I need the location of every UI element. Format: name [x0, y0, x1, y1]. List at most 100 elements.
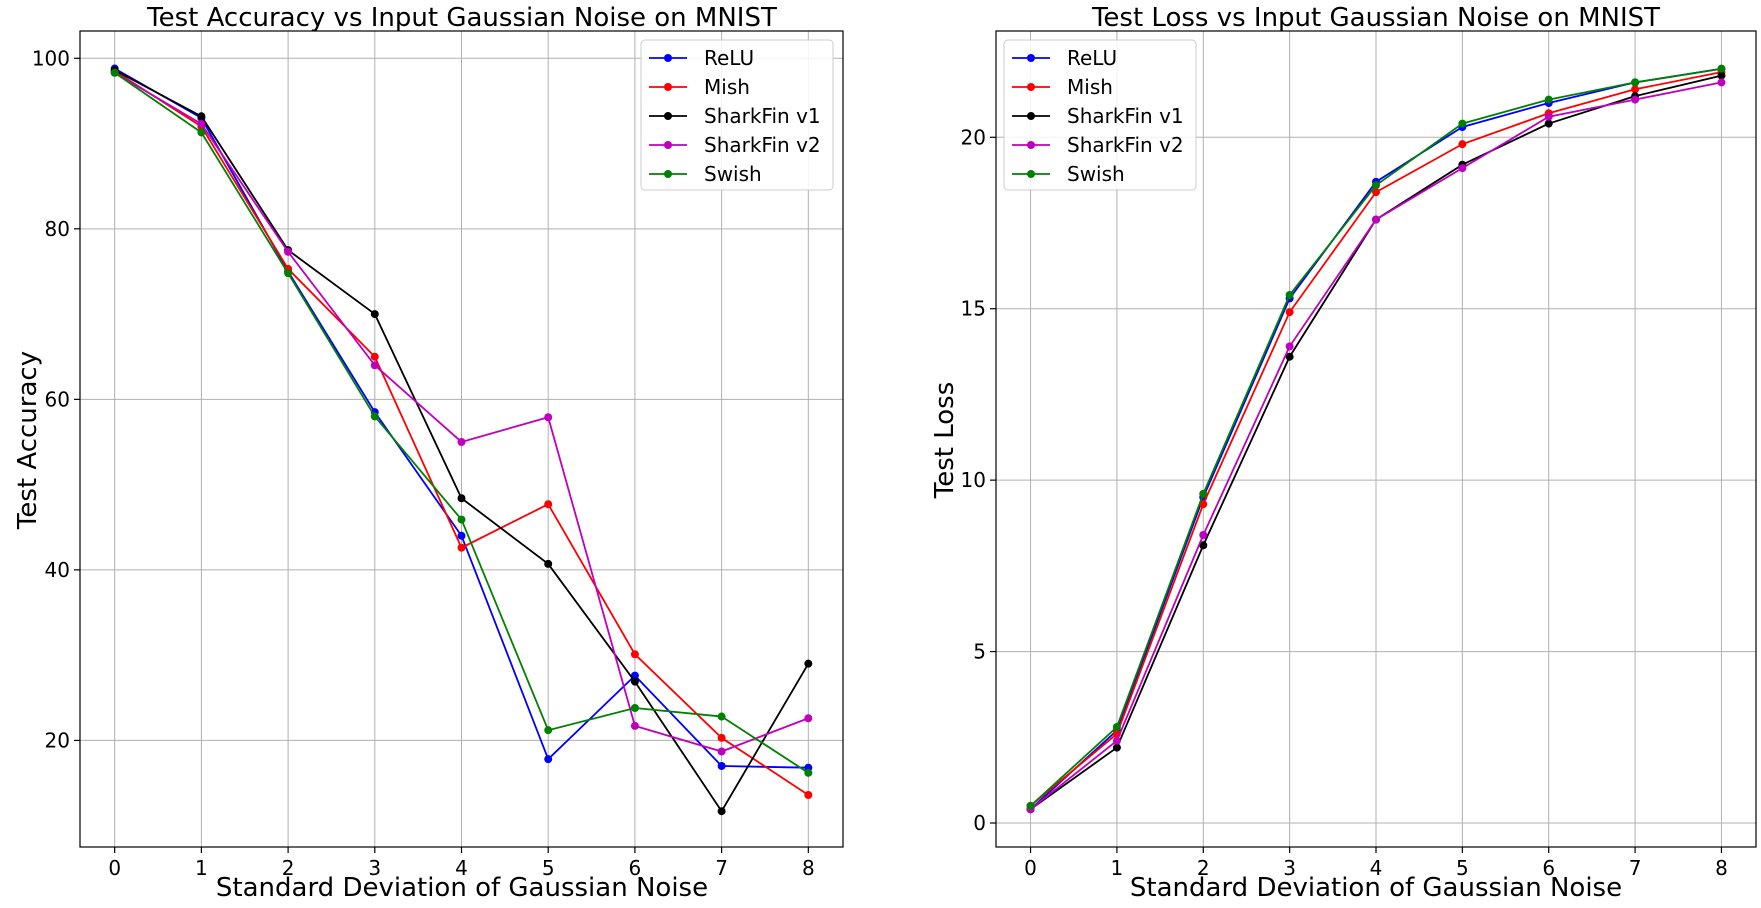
loss-legend-marker	[1027, 83, 1035, 91]
loss-data-point	[1112, 743, 1121, 752]
accuracy-x-tick-label: 7	[715, 856, 728, 880]
accuracy-data-point	[284, 269, 293, 278]
loss-data-point	[1631, 78, 1640, 87]
accuracy-data-point	[370, 310, 379, 319]
loss-data-point	[1458, 164, 1467, 173]
loss-y-axis-label: Test Loss	[930, 382, 960, 500]
accuracy-x-tick-label: 5	[542, 856, 555, 880]
accuracy-data-point	[717, 712, 726, 721]
loss-x-tick-label: 8	[1715, 856, 1728, 880]
loss-data-point	[1631, 85, 1640, 94]
accuracy-data-point	[370, 352, 379, 361]
loss-data-point	[1285, 308, 1294, 317]
accuracy-y-tick-label: 100	[32, 46, 70, 70]
loss-data-point	[1717, 78, 1726, 87]
accuracy-y-axis-label: Test Accuracy	[13, 351, 43, 530]
loss-data-point	[1112, 723, 1121, 731]
accuracy-x-axis-label: Standard Deviation of Gaussian Noise	[216, 873, 708, 903]
accuracy-data-point	[197, 112, 206, 121]
accuracy-y-tick-label: 80	[45, 217, 70, 241]
loss-data-point	[1544, 112, 1553, 121]
accuracy-legend: ReLU Mish SharkFin v1 SharkFin v2 Swish	[640, 39, 834, 191]
loss-data-point	[1544, 95, 1553, 104]
loss-data-point	[1372, 188, 1380, 197]
loss-legend-label: SharkFin v1	[1067, 104, 1184, 128]
loss-x-axis-label: Standard Deviation of Gaussian Noise	[1130, 873, 1622, 903]
loss-y-tick-label: 0	[973, 811, 986, 835]
accuracy-data-point	[544, 755, 553, 764]
accuracy-data-point	[717, 747, 726, 756]
accuracy-data-point	[370, 361, 379, 370]
loss-series-sharkfin-v2	[1026, 78, 1726, 814]
accuracy-chart-title: Test Accuracy vs Input Gaussian Noise on…	[146, 3, 777, 33]
accuracy-data-point	[717, 761, 726, 770]
loss-x-tick-label: 7	[1629, 856, 1642, 880]
loss-x-tick-label: 2	[1197, 856, 1210, 880]
accuracy-series-sharkfin-v2	[110, 68, 813, 756]
accuracy-axes-frame	[79, 30, 844, 848]
accuracy-data-point	[544, 500, 553, 509]
loss-data-point	[1458, 119, 1467, 128]
accuracy-data-point	[630, 677, 639, 686]
loss-data-point	[1285, 342, 1294, 351]
accuracy-x-tick-label: 2	[282, 856, 295, 880]
accuracy-x-tick-label: 4	[455, 856, 468, 880]
accuracy-x-tick-label: 6	[629, 856, 642, 880]
accuracy-data-point	[197, 119, 206, 128]
accuracy-legend-marker	[664, 54, 672, 62]
accuracy-legend-marker	[664, 112, 672, 120]
loss-axes-frame	[995, 30, 1757, 848]
accuracy-data-point	[110, 68, 119, 77]
accuracy-data-point	[630, 650, 639, 659]
accuracy-data-point	[457, 437, 466, 446]
loss-data-point	[1372, 215, 1380, 224]
loss-data-point	[1372, 181, 1380, 190]
loss-legend-box	[1003, 39, 1197, 191]
accuracy-data-point	[544, 559, 553, 568]
loss-data-point	[1717, 71, 1726, 80]
loss-legend-label: ReLU	[1067, 46, 1117, 70]
accuracy-chart: Test Accuracy vs Input Gaussian Noise on…	[13, 3, 844, 903]
accuracy-y-tick-label: 60	[45, 387, 70, 411]
loss-legend-marker	[1027, 54, 1035, 62]
accuracy-data-point	[804, 714, 813, 723]
loss-y-tick-label: 5	[973, 640, 986, 664]
accuracy-data-point	[544, 726, 553, 735]
loss-x-tick-label: 1	[1111, 856, 1124, 880]
accuracy-data-point	[804, 768, 813, 777]
accuracy-x-tick-label: 8	[802, 856, 815, 880]
accuracy-x-tick-label: 3	[368, 856, 381, 880]
accuracy-x-tick-label: 0	[108, 856, 121, 880]
loss-data-point	[1199, 489, 1208, 498]
loss-legend: ReLU Mish SharkFin v1 SharkFin v2 Swish	[1003, 39, 1197, 191]
loss-chart-title: Test Loss vs Input Gaussian Noise on MNI…	[1091, 3, 1660, 33]
loss-data-point	[1199, 531, 1208, 539]
accuracy-data-point	[457, 494, 466, 503]
accuracy-y-tick-label: 40	[45, 558, 70, 582]
loss-series-swish	[1026, 64, 1726, 810]
loss-y-tick-label: 10	[961, 468, 986, 492]
accuracy-x-tick-label: 1	[195, 856, 208, 880]
accuracy-data-point	[197, 128, 206, 137]
loss-x-tick-label: 0	[1024, 856, 1037, 880]
accuracy-data-point	[370, 412, 379, 421]
accuracy-data-point	[284, 247, 293, 256]
loss-data-point	[1285, 291, 1294, 299]
accuracy-legend-label: ReLU	[704, 46, 754, 70]
loss-legend-marker	[1027, 170, 1035, 178]
loss-data-point	[1112, 736, 1121, 745]
loss-legend-label: Swish	[1067, 162, 1125, 186]
loss-legend-label: SharkFin v2	[1067, 133, 1184, 157]
accuracy-legend-label: SharkFin v1	[704, 104, 821, 128]
loss-data-point	[1717, 64, 1726, 73]
loss-data-point	[1285, 352, 1294, 361]
accuracy-data-point	[630, 721, 639, 730]
loss-y-tick-label: 15	[961, 297, 986, 321]
loss-x-tick-label: 4	[1370, 856, 1383, 880]
accuracy-data-point	[457, 515, 466, 524]
loss-x-tick-label: 5	[1456, 856, 1469, 880]
accuracy-legend-label: SharkFin v2	[704, 133, 821, 157]
accuracy-data-point	[457, 543, 466, 552]
accuracy-data-point	[457, 531, 466, 540]
